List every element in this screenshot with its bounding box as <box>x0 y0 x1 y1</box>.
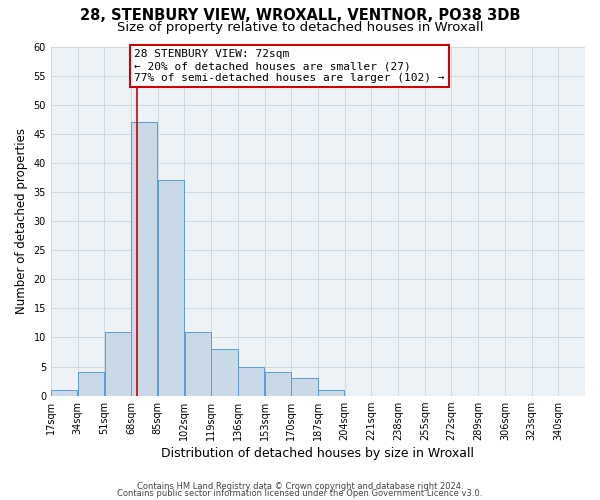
Bar <box>185 332 211 396</box>
Bar <box>265 372 291 396</box>
Text: Size of property relative to detached houses in Wroxall: Size of property relative to detached ho… <box>117 21 483 34</box>
Text: 28 STENBURY VIEW: 72sqm
← 20% of detached houses are smaller (27)
77% of semi-de: 28 STENBURY VIEW: 72sqm ← 20% of detache… <box>134 50 445 82</box>
Bar <box>131 122 157 396</box>
Bar <box>238 366 265 396</box>
Bar <box>292 378 318 396</box>
Bar <box>51 390 77 396</box>
Bar <box>211 349 238 396</box>
Y-axis label: Number of detached properties: Number of detached properties <box>15 128 28 314</box>
Bar <box>318 390 344 396</box>
Text: Contains HM Land Registry data © Crown copyright and database right 2024.: Contains HM Land Registry data © Crown c… <box>137 482 463 491</box>
X-axis label: Distribution of detached houses by size in Wroxall: Distribution of detached houses by size … <box>161 447 475 460</box>
Bar <box>78 372 104 396</box>
Bar <box>104 332 131 396</box>
Bar <box>158 180 184 396</box>
Text: 28, STENBURY VIEW, WROXALL, VENTNOR, PO38 3DB: 28, STENBURY VIEW, WROXALL, VENTNOR, PO3… <box>80 8 520 22</box>
Text: Contains public sector information licensed under the Open Government Licence v3: Contains public sector information licen… <box>118 489 482 498</box>
